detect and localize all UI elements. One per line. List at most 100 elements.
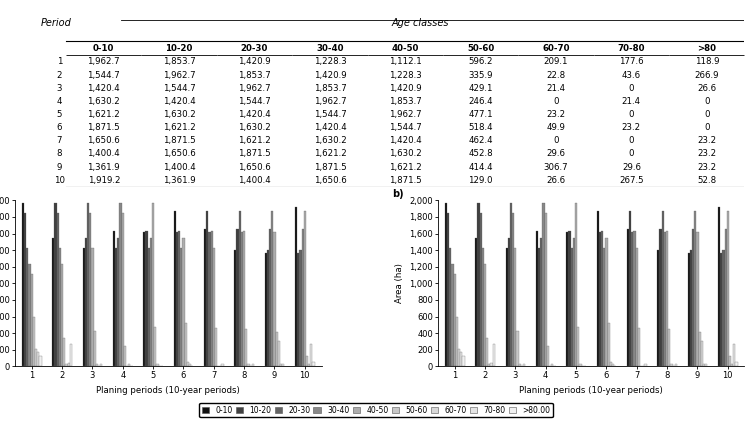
Bar xyxy=(462,357,465,366)
Bar xyxy=(449,248,451,366)
Bar xyxy=(68,362,70,366)
Bar xyxy=(122,213,124,366)
Bar xyxy=(542,203,544,366)
Bar xyxy=(666,231,669,366)
Bar xyxy=(93,330,96,366)
Bar xyxy=(204,229,206,366)
Bar xyxy=(536,231,538,366)
Bar xyxy=(238,211,241,366)
Bar xyxy=(120,203,122,366)
Bar xyxy=(675,364,677,366)
Bar xyxy=(610,362,612,366)
Bar xyxy=(235,250,236,366)
Bar xyxy=(154,327,156,366)
Bar xyxy=(117,238,120,366)
Bar xyxy=(447,213,449,366)
Bar xyxy=(599,232,601,366)
Bar xyxy=(176,232,178,366)
Bar xyxy=(723,250,724,366)
Bar xyxy=(26,248,29,366)
Bar xyxy=(486,338,488,366)
Bar xyxy=(480,213,482,366)
Bar xyxy=(211,231,213,366)
Bar xyxy=(304,211,306,366)
Bar xyxy=(670,364,672,366)
Bar xyxy=(544,213,547,366)
Bar xyxy=(52,238,54,366)
Bar xyxy=(696,232,699,366)
Bar xyxy=(22,203,24,366)
Bar xyxy=(59,248,61,366)
Bar xyxy=(445,203,447,366)
Bar xyxy=(113,231,115,366)
Bar xyxy=(311,344,313,366)
Bar xyxy=(31,274,33,366)
Bar xyxy=(295,207,297,366)
Bar xyxy=(213,248,215,366)
Bar xyxy=(221,364,223,366)
Bar xyxy=(694,211,696,366)
Bar xyxy=(150,238,152,366)
Text: Period: Period xyxy=(41,18,71,28)
Bar xyxy=(512,213,514,366)
Bar xyxy=(252,364,254,366)
Bar xyxy=(510,203,512,366)
Legend: 0-10, 10-20, 20-30, 30-40, 40-50, 50-60, 60-70, 70-80, >80.00: 0-10, 10-20, 20-30, 30-40, 40-50, 50-60,… xyxy=(199,403,553,417)
Bar xyxy=(631,232,633,366)
Text: b): b) xyxy=(392,189,404,199)
Bar xyxy=(277,341,280,366)
Bar xyxy=(178,231,180,366)
Bar xyxy=(575,203,577,366)
Bar xyxy=(729,356,731,366)
Bar xyxy=(638,328,640,366)
Bar xyxy=(274,232,275,366)
Bar xyxy=(56,213,59,366)
Bar xyxy=(299,250,302,366)
Bar xyxy=(669,329,670,366)
Bar xyxy=(601,231,603,366)
Bar xyxy=(33,317,35,366)
Bar xyxy=(245,329,247,366)
Bar xyxy=(129,365,130,366)
Bar xyxy=(183,238,184,366)
Bar xyxy=(29,264,31,366)
Bar xyxy=(61,264,63,366)
Bar xyxy=(657,250,660,366)
Bar xyxy=(488,365,490,366)
Bar xyxy=(633,231,635,366)
Bar xyxy=(484,264,486,366)
Bar xyxy=(269,229,271,366)
Bar xyxy=(65,365,68,366)
Bar xyxy=(573,238,575,366)
Bar xyxy=(85,238,87,366)
Bar xyxy=(186,362,189,366)
Bar xyxy=(664,232,666,366)
Bar xyxy=(692,229,694,366)
Bar xyxy=(566,232,569,366)
Bar xyxy=(720,253,723,366)
Bar xyxy=(243,231,245,366)
Bar xyxy=(705,364,708,366)
Bar xyxy=(145,231,147,366)
Bar xyxy=(603,248,605,366)
Bar xyxy=(627,229,629,366)
Bar xyxy=(241,232,243,366)
Bar xyxy=(115,248,117,366)
Bar xyxy=(733,344,735,366)
Bar xyxy=(519,365,521,366)
Bar xyxy=(735,362,738,366)
Bar xyxy=(306,356,308,366)
Bar xyxy=(547,346,549,366)
Bar xyxy=(280,364,282,366)
Bar xyxy=(206,211,208,366)
Bar xyxy=(215,328,217,366)
Bar xyxy=(124,346,126,366)
Bar xyxy=(184,323,186,366)
Bar xyxy=(731,364,733,366)
Bar xyxy=(478,203,480,366)
Bar xyxy=(660,229,662,366)
Bar xyxy=(37,352,39,366)
Bar xyxy=(701,341,703,366)
Bar xyxy=(571,248,573,366)
Bar xyxy=(247,364,250,366)
